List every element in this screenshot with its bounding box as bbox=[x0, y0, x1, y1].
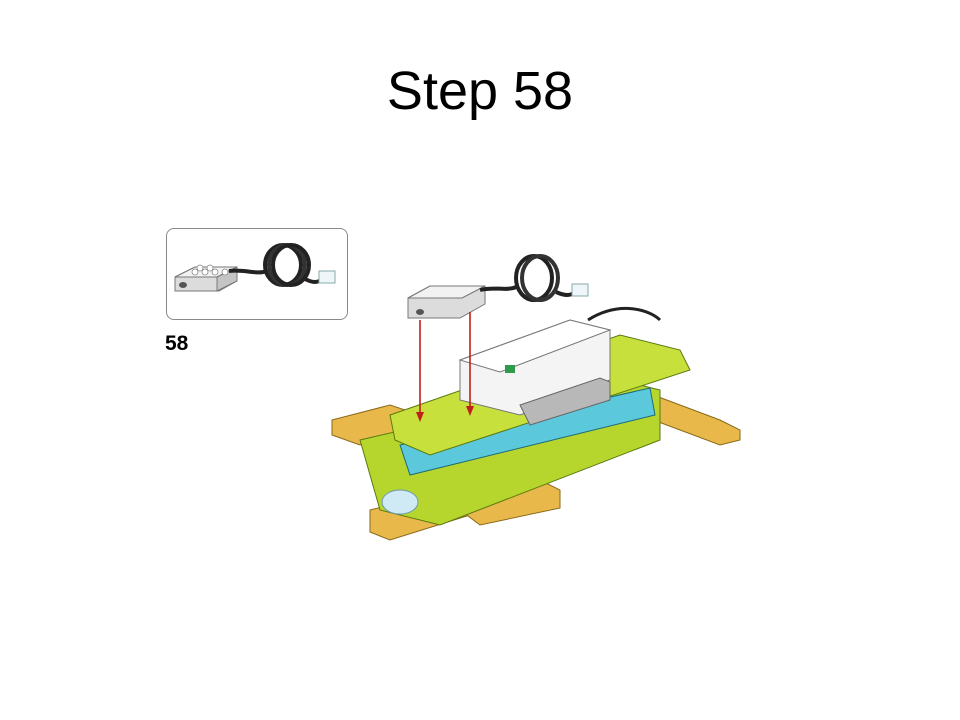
step-number: 58 bbox=[165, 332, 189, 355]
down-arrow-icon bbox=[416, 312, 474, 422]
turtle-model-icon bbox=[320, 240, 750, 560]
slide-title: Step 58 bbox=[386, 61, 574, 121]
medium-motor-icon bbox=[174, 243, 336, 292]
medium-motor-icon bbox=[407, 254, 662, 322]
parts-callout bbox=[166, 228, 348, 320]
